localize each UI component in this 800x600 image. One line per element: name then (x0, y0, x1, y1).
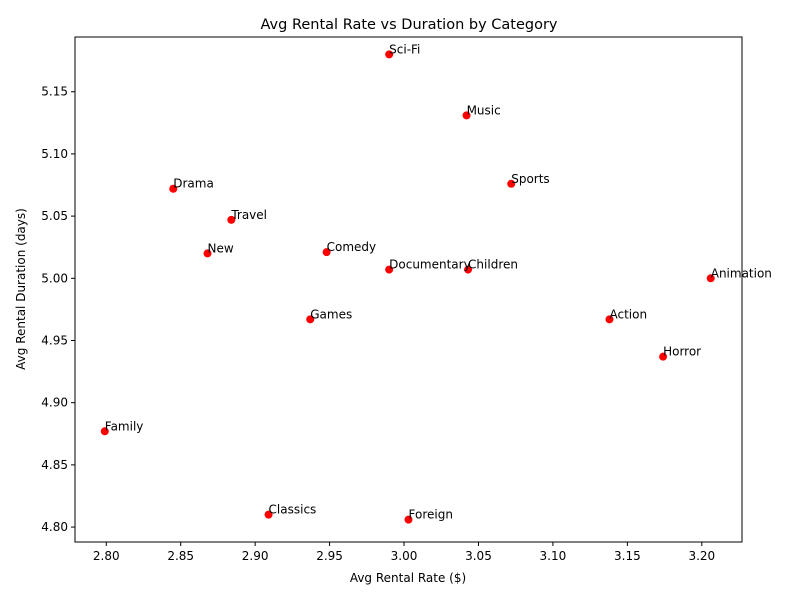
y-tick-label: 4.80 (41, 520, 68, 534)
point-label: Action (609, 307, 647, 321)
y-tick-label: 5.00 (41, 271, 68, 285)
point-label: Sports (511, 172, 549, 186)
data-point (264, 510, 273, 519)
data-point (605, 315, 614, 324)
point-label: Horror (663, 345, 701, 359)
data-point (507, 179, 516, 188)
point-label: Games (310, 307, 352, 321)
point-labels: Sci-Fi Music Sports Drama Travel Comedy New Doc… (105, 42, 772, 521)
point-label: Children (468, 258, 518, 272)
x-tick-label: 3.00 (391, 549, 418, 563)
y-tick-label: 5.15 (41, 85, 68, 99)
point-label: Drama (173, 177, 214, 191)
y-tick-label: 5.10 (41, 147, 68, 161)
y-tick-label: 4.85 (41, 458, 68, 472)
x-axis-label: Avg Rental Rate ($) (350, 571, 466, 585)
data-point (100, 427, 109, 436)
x-tick-label: 3.20 (688, 549, 715, 563)
data-point (306, 315, 315, 324)
data-point (706, 274, 715, 283)
data-point (464, 265, 473, 274)
data-point (385, 50, 394, 59)
y-axis: 4.80 4.85 4.90 4.95 5.00 5.05 5.10 5.15 (41, 85, 75, 534)
chart-title: Avg Rental Rate vs Duration by Category (260, 17, 557, 33)
point-label: Music (467, 103, 501, 117)
x-tick-label: 2.95 (316, 549, 343, 563)
plot-area (74, 36, 743, 543)
x-tick-label: 3.15 (614, 549, 641, 563)
point-label: Classics (269, 503, 317, 517)
data-points (100, 50, 715, 524)
y-tick-label: 5.05 (41, 209, 68, 223)
point-label: Family (105, 419, 144, 433)
point-label: Comedy (327, 240, 377, 254)
point-label: Documentary (389, 258, 471, 272)
x-axis: 2.80 2.85 2.90 2.95 3.00 3.05 3.10 3.15 3.20 (93, 542, 715, 563)
point-label: Travel (230, 208, 267, 222)
x-tick-label: 3.10 (540, 549, 567, 563)
data-point (659, 352, 668, 361)
y-tick-label: 4.95 (41, 333, 68, 347)
point-label: Animation (711, 266, 772, 280)
data-point (385, 265, 394, 274)
point-label: Foreign (409, 508, 453, 522)
data-point (404, 515, 413, 524)
x-tick-label: 2.90 (242, 549, 269, 563)
data-point (169, 184, 178, 193)
data-point (227, 215, 236, 224)
x-tick-label: 2.80 (93, 549, 120, 563)
y-axis-label: Avg Rental Duration (days) (14, 208, 28, 370)
y-tick-label: 4.90 (41, 396, 68, 410)
x-tick-label: 2.85 (167, 549, 194, 563)
data-point (462, 111, 471, 120)
point-label: New (208, 241, 234, 255)
point-label: Sci-Fi (389, 42, 420, 56)
data-point (322, 248, 331, 257)
x-tick-label: 3.05 (465, 549, 492, 563)
data-point (203, 249, 212, 258)
